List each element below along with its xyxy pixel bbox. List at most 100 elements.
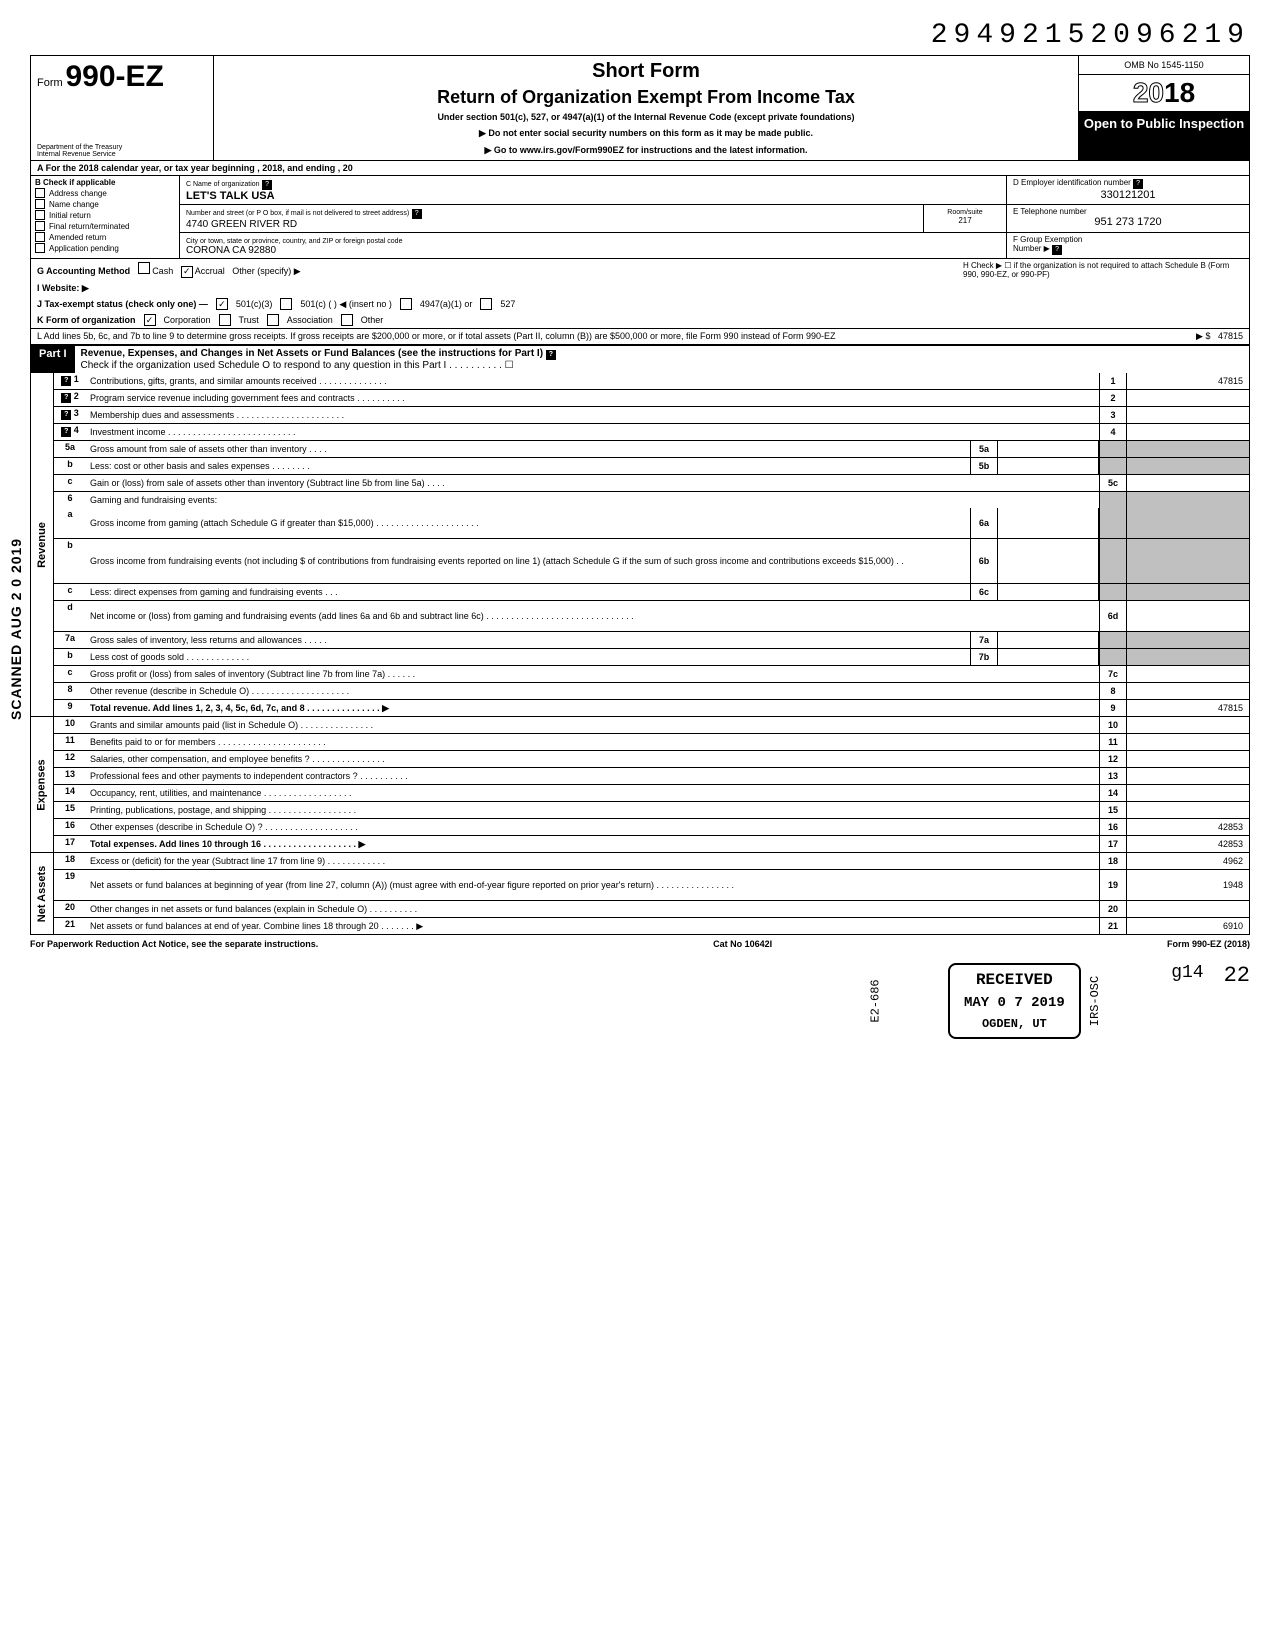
line-2-desc: Program service revenue including govern… <box>86 390 1099 406</box>
row-ghijk: G Accounting Method Cash ✓ Accrual Other… <box>30 258 1250 329</box>
arrow-line-2: ▶ Go to www.irs.gov/Form990EZ for instru… <box>220 145 1072 156</box>
row-l: L Add lines 5b, 6c, and 7b to line 9 to … <box>30 329 1250 345</box>
stamp-22: 22 <box>1224 963 1250 1039</box>
line-7a-desc: Gross sales of inventory, less returns a… <box>86 632 970 648</box>
form-number: 990-EZ <box>65 60 163 93</box>
chk-other[interactable] <box>341 314 353 326</box>
phone-value: 951 273 1720 <box>1013 216 1243 228</box>
line-7c-desc: Gross profit or (loss) from sales of inv… <box>86 666 1099 682</box>
line-5b-desc: Less: cost or other basis and sales expe… <box>86 458 970 474</box>
footer-right: Form 990-EZ (2018) <box>1167 939 1250 949</box>
open-to-public: Open to Public Inspection <box>1079 112 1249 160</box>
line-5c-val <box>1127 475 1249 491</box>
chk-accrual[interactable]: ✓ <box>181 266 193 278</box>
addr-label: Number and street (or P O box, if mail i… <box>186 210 409 217</box>
form-prefix: Form <box>37 77 63 89</box>
stamp-irs: IRS-OSC <box>1088 976 1164 1026</box>
b-label: B Check if applicable <box>35 178 175 187</box>
org-name: LET'S TALK USA <box>186 190 275 202</box>
short-form-title: Short Form <box>220 60 1072 83</box>
tax-year: 2018 <box>1079 75 1249 112</box>
line-18-val: 4962 <box>1127 853 1249 869</box>
chk-cash[interactable] <box>138 262 150 274</box>
chk-501c[interactable] <box>280 298 292 310</box>
room-value: 217 <box>958 216 971 225</box>
chk-trust[interactable] <box>219 314 231 326</box>
line-6b-desc: Gross income from fundraising events (no… <box>86 539 970 583</box>
side-revenue-label: Revenue <box>36 522 48 568</box>
line-13-desc: Professional fees and other payments to … <box>86 768 1099 784</box>
line-8-desc: Other revenue (describe in Schedule O) .… <box>86 683 1099 699</box>
line-6a-desc: Gross income from gaming (attach Schedul… <box>86 508 970 538</box>
part-1-header: Part I <box>31 346 75 373</box>
help-icon[interactable]: ? <box>262 180 272 190</box>
line-5c-desc: Gain or (loss) from sale of assets other… <box>86 475 1099 491</box>
arrow-line-1: ▶ Do not enter social security numbers o… <box>220 128 1072 139</box>
line-5a-desc: Gross amount from sale of assets other t… <box>86 441 970 457</box>
line-21-desc: Net assets or fund balances at end of ye… <box>86 918 1099 934</box>
stamp-e2: E2-686 <box>868 979 944 1022</box>
line-18-desc: Excess or (deficit) for the year (Subtra… <box>86 853 1099 869</box>
line-15-desc: Printing, publications, postage, and shi… <box>86 802 1099 818</box>
expenses-section: Expenses 10Grants and similar amounts pa… <box>30 717 1250 853</box>
form-header: Form 990-EZ Department of the Treasury I… <box>30 55 1250 160</box>
chk-final-return[interactable]: Final return/terminated <box>35 221 175 231</box>
chk-address-change[interactable]: Address change <box>35 188 175 198</box>
city-label: City or town, state or province, country… <box>186 238 402 245</box>
f-label2: Number ▶ <box>1013 244 1050 253</box>
line-8-val <box>1127 683 1249 699</box>
row-a-calendar-year: A For the 2018 calendar year, or tax yea… <box>30 160 1250 176</box>
help-icon[interactable]: ? <box>412 209 422 219</box>
chk-association[interactable] <box>267 314 279 326</box>
part-1-subtitle: Check if the organization used Schedule … <box>81 360 514 371</box>
line-10-desc: Grants and similar amounts paid (list in… <box>86 717 1099 733</box>
footer-mid: Cat No 10642I <box>713 939 772 949</box>
city-value: CORONA CA 92880 <box>186 245 276 256</box>
side-netassets-label: Net Assets <box>36 865 48 921</box>
h-label: H Check ▶ ☐ if the organization is not r… <box>963 261 1243 279</box>
omb-number: OMB No 1545-1150 <box>1079 56 1249 75</box>
stamp-g14: g14 <box>1171 963 1203 1039</box>
stamp-area: E2-686 RECEIVED MAY 0 7 2019 OGDEN, UT I… <box>30 963 1250 1039</box>
line-14-desc: Occupancy, rent, utilities, and maintena… <box>86 785 1099 801</box>
chk-initial-return[interactable]: Initial return <box>35 210 175 220</box>
line-4-val <box>1127 424 1249 440</box>
line-3-desc: Membership dues and assessments . . . . … <box>86 407 1099 423</box>
subtitle: Under section 501(c), 527, or 4947(a)(1)… <box>220 112 1072 122</box>
help-icon[interactable]: ? <box>546 350 556 360</box>
line-2-val <box>1127 390 1249 406</box>
scan-stamp: SCANNED AUG 2 0 2019 <box>8 538 24 720</box>
chk-amended-return[interactable]: Amended return <box>35 232 175 242</box>
side-expenses-label: Expenses <box>36 759 48 810</box>
k-label: K Form of organization <box>37 315 136 325</box>
line-19-desc: Net assets or fund balances at beginning… <box>86 870 1099 900</box>
j-label: J Tax-exempt status (check only one) — <box>37 299 208 309</box>
g-label: G Accounting Method <box>37 266 130 276</box>
e-label: E Telephone number <box>1013 207 1087 216</box>
line-9-desc: Total revenue. Add lines 1, 2, 3, 4, 5c,… <box>86 700 1099 716</box>
line-6d-val <box>1127 601 1249 631</box>
chk-application-pending[interactable]: Application pending <box>35 243 175 253</box>
chk-4947[interactable] <box>400 298 412 310</box>
chk-name-change[interactable]: Name change <box>35 199 175 209</box>
chk-501c3[interactable]: ✓ <box>216 298 228 310</box>
chk-corporation[interactable]: ✓ <box>144 314 156 326</box>
part-1-title: Revenue, Expenses, and Changes in Net As… <box>81 348 544 359</box>
line-1-desc: Contributions, gifts, grants, and simila… <box>86 373 1099 389</box>
line-16-desc: Other expenses (describe in Schedule O) … <box>86 819 1099 835</box>
room-label: Room/suite <box>947 209 982 216</box>
help-icon[interactable]: ? <box>1052 245 1062 255</box>
block-bcdef: B Check if applicable Address change Nam… <box>30 176 1250 258</box>
department-label: Department of the Treasury Internal Reve… <box>37 144 122 158</box>
revenue-section: Revenue ? 1Contributions, gifts, grants,… <box>30 373 1250 717</box>
line-7b-desc: Less cost of goods sold . . . . . . . . … <box>86 649 970 665</box>
help-icon[interactable]: ? <box>1133 179 1143 189</box>
received-stamp: RECEIVED MAY 0 7 2019 OGDEN, UT <box>948 963 1081 1039</box>
f-label: F Group Exemption <box>1013 235 1082 244</box>
line-16-val: 42853 <box>1127 819 1249 835</box>
chk-527[interactable] <box>480 298 492 310</box>
line-3-val <box>1127 407 1249 423</box>
line-12-desc: Salaries, other compensation, and employ… <box>86 751 1099 767</box>
line-9-val: 47815 <box>1127 700 1249 716</box>
line-17-desc: Total expenses. Add lines 10 through 16 … <box>86 836 1099 852</box>
